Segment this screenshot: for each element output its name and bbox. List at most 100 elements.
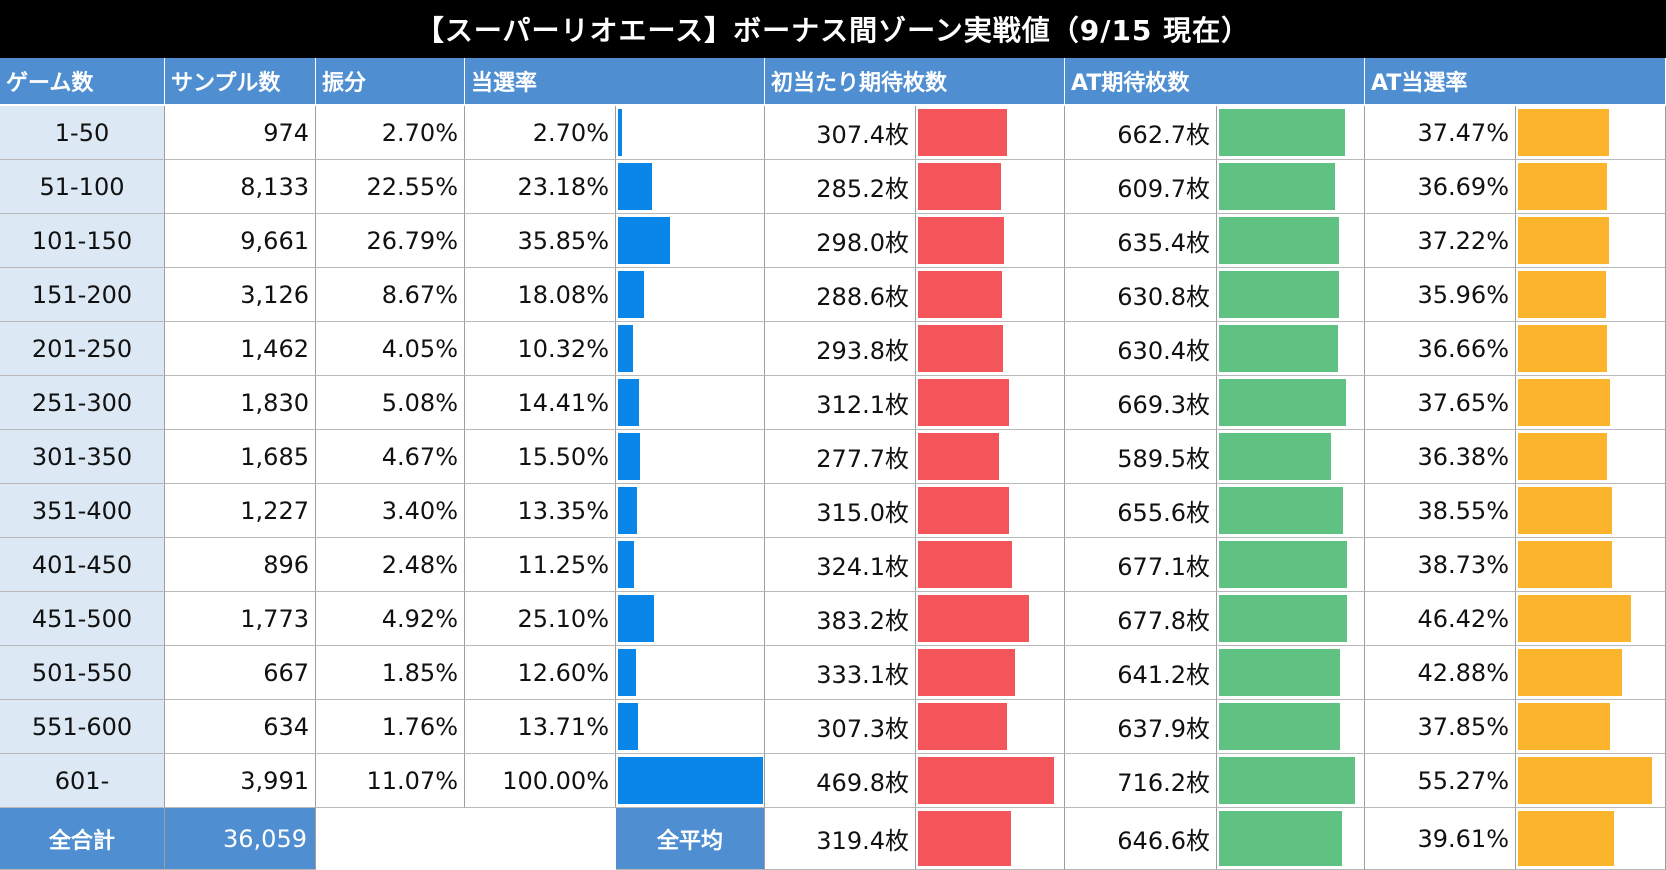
rate-bar [618,487,638,534]
rate-bar-cell [616,646,765,700]
at-expect-bar-cell [1217,538,1365,592]
first-hit-value: 277.7枚 [765,430,916,484]
at-expect-value: 655.6枚 [1065,484,1217,538]
at-expect-bar-cell [1217,484,1365,538]
first-hit-bar [918,271,1002,318]
first-hit-bar [918,649,1015,696]
rate-bar-cell [616,160,765,214]
at-expect-bar-cell [1217,268,1365,322]
at-expect-bar [1219,757,1355,804]
rate-value: 13.71% [465,700,616,754]
rate-bar [618,217,670,264]
zone-label: 1-50 [0,106,165,160]
rate-bar-cell [616,322,765,376]
at-expect-bar [1219,703,1340,750]
at-rate-value: 36.69% [1365,160,1516,214]
at-rate-bar-cell [1516,376,1666,430]
rate-value: 2.70% [465,106,616,160]
rate-value: 35.85% [465,214,616,268]
total-label: 全合計 [0,808,165,870]
at-expect-bar [1219,649,1341,696]
rate-bar [618,109,622,156]
rate-value: 10.32% [465,322,616,376]
header-samples: サンプル数 [165,58,316,106]
first-hit-bar [918,325,1004,372]
zone-label: 501-550 [0,646,165,700]
header-first-hit: 初当たり期待枚数 [765,58,1065,106]
rate-value: 13.35% [465,484,616,538]
samples-value: 667 [165,646,316,700]
rate-bar [618,379,639,426]
rate-bar [618,271,645,318]
at-expect-bar-cell [1217,646,1365,700]
share-value: 22.55% [316,160,465,214]
at-expect-bar [1219,379,1346,426]
average-label: 全平均 [616,808,765,870]
rate-bar [618,433,641,480]
at-rate-bar-cell [1516,214,1666,268]
first-hit-bar [918,757,1055,804]
at-rate-bar [1518,703,1611,750]
zone-table: ゲーム数 サンプル数 振分 当選率 初当たり期待枚数 AT期待枚数 AT当選率 1-50 974… [0,58,1666,870]
first-hit-value: 298.0枚 [765,214,916,268]
first-hit-value: 333.1枚 [765,646,916,700]
at-rate-bar [1518,433,1607,480]
at-rate-bar [1518,487,1612,534]
at-expect-bar [1219,433,1331,480]
footer-blank [316,808,616,870]
at-expect-value: 630.4枚 [1065,322,1217,376]
first-hit-bar [918,217,1005,264]
zone-label: 551-600 [0,700,165,754]
first-hit-value: 293.8枚 [765,322,916,376]
rate-bar-cell [616,700,765,754]
at-rate-bar-cell [1516,106,1666,160]
at-expect-bar [1219,217,1340,264]
at-rate-value: 37.65% [1365,376,1516,430]
at-rate-bar [1518,109,1610,156]
share-value: 26.79% [316,214,465,268]
at-expect-value: 669.3枚 [1065,376,1217,430]
at-rate-bar [1518,541,1613,588]
at-rate-bar [1518,217,1609,264]
first-hit-bar [918,487,1010,534]
at-rate-bar [1518,595,1631,642]
first-hit-value: 383.2枚 [765,592,916,646]
avg-first-hit-bar-cell [916,808,1065,870]
at-expect-bar [1219,109,1345,156]
first-hit-value: 315.0枚 [765,484,916,538]
rate-bar [618,163,652,210]
rate-bar-cell [616,106,765,160]
rate-bar-cell [616,376,765,430]
at-rate-bar [1518,379,1610,426]
at-rate-value: 46.42% [1365,592,1516,646]
first-hit-bar-cell [916,646,1065,700]
zone-label: 401-450 [0,538,165,592]
share-value: 4.05% [316,322,465,376]
first-hit-bar [918,595,1030,642]
first-hit-bar [918,379,1009,426]
samples-value: 1,830 [165,376,316,430]
at-expect-value: 677.1枚 [1065,538,1217,592]
rate-bar-cell [616,214,765,268]
at-expect-bar-cell [1217,700,1365,754]
avg-at-expect-bar-cell [1217,808,1365,870]
at-rate-value: 37.85% [1365,700,1516,754]
rate-bar [618,325,633,372]
at-rate-value: 42.88% [1365,646,1516,700]
rate-value: 11.25% [465,538,616,592]
samples-value: 3,126 [165,268,316,322]
avg-at-expect-bar [1219,811,1342,866]
avg-at-rate-bar-cell [1516,808,1666,870]
header-share: 振分 [316,58,465,106]
at-rate-bar [1518,649,1623,696]
rate-value: 25.10% [465,592,616,646]
zone-label: 201-250 [0,322,165,376]
zone-label: 101-150 [0,214,165,268]
share-value: 4.67% [316,430,465,484]
rate-value: 14.41% [465,376,616,430]
share-value: 2.48% [316,538,465,592]
zone-label: 351-400 [0,484,165,538]
first-hit-bar-cell [916,484,1065,538]
samples-value: 3,991 [165,754,316,808]
first-hit-value: 285.2枚 [765,160,916,214]
